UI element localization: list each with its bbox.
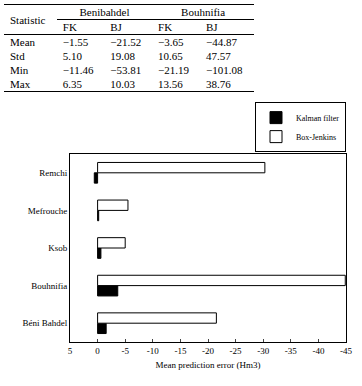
html-text:FK: FK [158, 21, 173, 33]
svg-text:-25: -25 [230, 346, 242, 356]
html-text:Min: Min [10, 64, 29, 76]
html-text:10.03: 10.03 [110, 78, 135, 90]
html-text:5.10: 5.10 [62, 50, 83, 62]
svg-text:-15: -15 [174, 346, 186, 356]
html-text:38.76: 38.76 [206, 78, 231, 90]
html-text:−21.52: −21.52 [110, 36, 142, 48]
html-text:BJ: BJ [206, 21, 218, 33]
html-text:−3.65: −3.65 [158, 36, 184, 48]
html-text:6.35: 6.35 [62, 78, 83, 90]
svg-text:Béni Bahdel: Béni Bahdel [22, 318, 67, 328]
html-text:Bouhnifia: Bouhnifia [181, 6, 225, 18]
html-text:BJ: BJ [110, 21, 122, 33]
svg-text:Box-Jenkins: Box-Jenkins [296, 133, 336, 142]
html-text:Statistic: Statistic [10, 13, 46, 26]
html-text:19.08: 19.08 [110, 50, 135, 62]
svg-text:Bouhnifia: Bouhnifia [31, 281, 67, 291]
html-text:Max: Max [10, 78, 31, 90]
html-text:−21.19: −21.19 [158, 64, 190, 76]
svg-text:-35: -35 [285, 346, 297, 356]
svg-text:-30: -30 [257, 346, 269, 356]
svg-text:-45: -45 [340, 346, 352, 356]
html-text:47.57: 47.57 [206, 50, 231, 62]
svg-text:5: 5 [68, 346, 73, 356]
html-text:−44.87: −44.87 [206, 36, 237, 48]
html-text:−101.08: −101.08 [206, 64, 243, 76]
html-text:Mean: Mean [10, 36, 35, 48]
svg-text:Kalman filter: Kalman filter [296, 114, 339, 123]
html-text:−53.81: −53.81 [110, 64, 142, 76]
svg-text:Mefrouche: Mefrouche [28, 206, 67, 216]
svg-text:0: 0 [95, 346, 100, 356]
html-text:10.65: 10.65 [158, 50, 183, 62]
svg-text:-10: -10 [147, 346, 159, 356]
html-text:−11.46: −11.46 [62, 64, 94, 76]
svg-text:Ksob: Ksob [48, 243, 68, 253]
svg-text:-40: -40 [312, 346, 324, 356]
svg-text:-5: -5 [121, 346, 129, 356]
html-text:Benibahdel: Benibahdel [79, 6, 130, 18]
html-text:FK: FK [62, 21, 77, 33]
svg-text:Mean prediction error (Hm3): Mean prediction error (Hm3) [155, 360, 260, 370]
svg-text:Remchi: Remchi [39, 168, 67, 178]
html-text:−1.55: −1.55 [62, 36, 89, 48]
svg-text:-20: -20 [202, 346, 214, 356]
html-text:13.56: 13.56 [158, 78, 183, 90]
html-text:Std: Std [10, 50, 25, 62]
